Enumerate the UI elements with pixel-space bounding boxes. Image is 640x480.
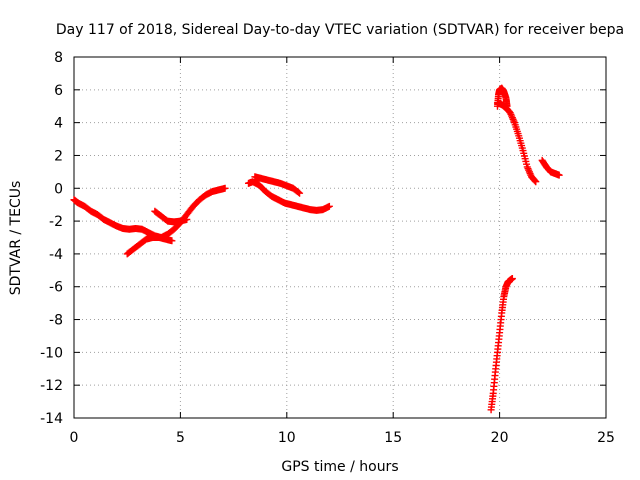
data-point	[221, 184, 229, 192]
series-arc-6	[487, 275, 516, 414]
series-arc-5	[251, 173, 304, 197]
data-point	[508, 275, 516, 283]
y-tick-label: -2	[49, 214, 63, 230]
y-tick-label: 8	[54, 50, 63, 66]
series-arc-3	[151, 207, 191, 226]
y-tick-label: -4	[49, 247, 63, 263]
y-axis-title: SDTVAR / TECUs	[8, 181, 24, 296]
data-point	[168, 237, 176, 245]
y-tick-label: -8	[49, 313, 63, 329]
series-arc-9	[538, 156, 563, 179]
series-arc-1	[70, 184, 229, 241]
data-point	[325, 202, 333, 210]
plot-frame	[73, 56, 607, 419]
data-point	[183, 215, 191, 223]
x-tick-labels: 0 5 10 15 20 25	[70, 430, 615, 446]
data-points	[70, 84, 563, 414]
y-tick-label: -10	[40, 345, 63, 361]
series-arc-2	[123, 234, 176, 258]
y-tick-label: 0	[54, 181, 63, 197]
x-tick-label: 15	[384, 430, 402, 446]
y-tick-labels: -14 -12 -10 -8 -6 -4 -2 0 2 4 6 8	[40, 50, 63, 427]
y-tick-label: 2	[54, 148, 63, 164]
x-axis-title: GPS time / hours	[281, 459, 398, 475]
y-tick-label: 4	[54, 116, 63, 132]
y-tick-label: -6	[49, 280, 63, 296]
data-point	[531, 177, 539, 185]
y-tick-label: 6	[54, 83, 63, 99]
chart-title: Day 117 of 2018, Sidereal Day-to-day VTE…	[56, 22, 624, 38]
x-tick-label: 20	[491, 430, 509, 446]
series-arc-8	[493, 99, 540, 186]
data-point	[555, 171, 563, 179]
y-tick-label: -12	[40, 378, 63, 394]
data-point	[295, 188, 303, 196]
x-tick-label: 25	[597, 430, 615, 446]
data-point	[532, 178, 540, 186]
x-tick-label: 0	[70, 430, 79, 446]
grid-lines	[74, 57, 606, 418]
y-tick-label: -14	[40, 411, 63, 427]
x-tick-label: 5	[176, 430, 185, 446]
series-arc-7	[493, 84, 511, 110]
series-arc-4	[244, 178, 333, 214]
data-point	[296, 189, 304, 197]
x-tick-label: 10	[278, 430, 296, 446]
